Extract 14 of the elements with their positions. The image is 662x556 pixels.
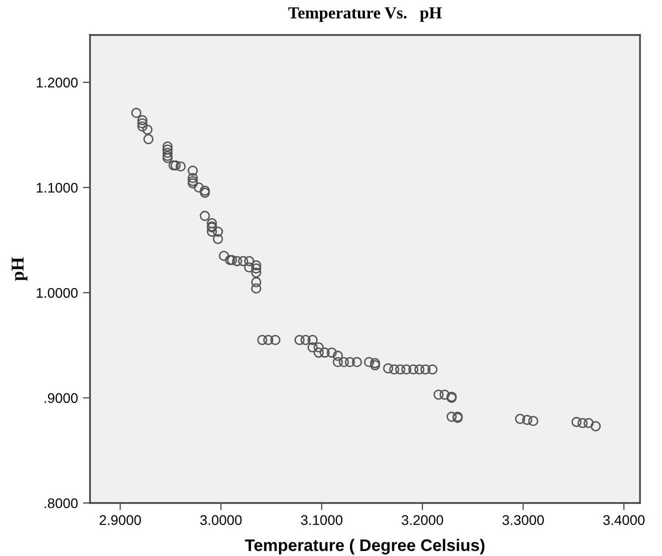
chart-title: Temperature Vs. pH <box>288 7 442 22</box>
y-tick-label: .9000 <box>44 393 78 403</box>
x-tick-label: 3.4000 <box>603 515 645 526</box>
x-axis-title: Temperature ( Degree Celsius) <box>244 538 484 554</box>
x-tick-label: 3.1000 <box>300 515 342 526</box>
y-tick-label: 1.0000 <box>36 288 78 298</box>
x-tick-label: 3.3000 <box>502 515 544 526</box>
y-tick-label: 1.2000 <box>36 78 78 88</box>
y-tick-label: .8000 <box>44 498 78 508</box>
x-tick-label: 3.2000 <box>402 515 444 526</box>
x-tick-label: 2.9000 <box>100 515 141 526</box>
y-tick-label: 1.1000 <box>36 182 78 193</box>
x-tick-label: 3.0000 <box>200 515 242 526</box>
y-axis-title: pH <box>12 257 28 281</box>
